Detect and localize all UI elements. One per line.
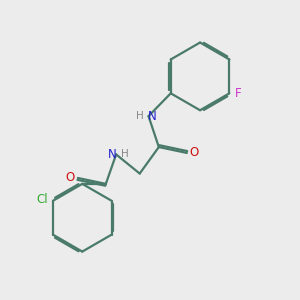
Text: N: N — [108, 148, 117, 161]
Text: O: O — [66, 172, 75, 184]
Text: H: H — [121, 149, 128, 159]
Text: F: F — [235, 87, 242, 100]
Text: O: O — [190, 146, 199, 159]
Text: Cl: Cl — [37, 193, 49, 206]
Text: H: H — [136, 111, 144, 121]
Text: N: N — [148, 110, 156, 123]
